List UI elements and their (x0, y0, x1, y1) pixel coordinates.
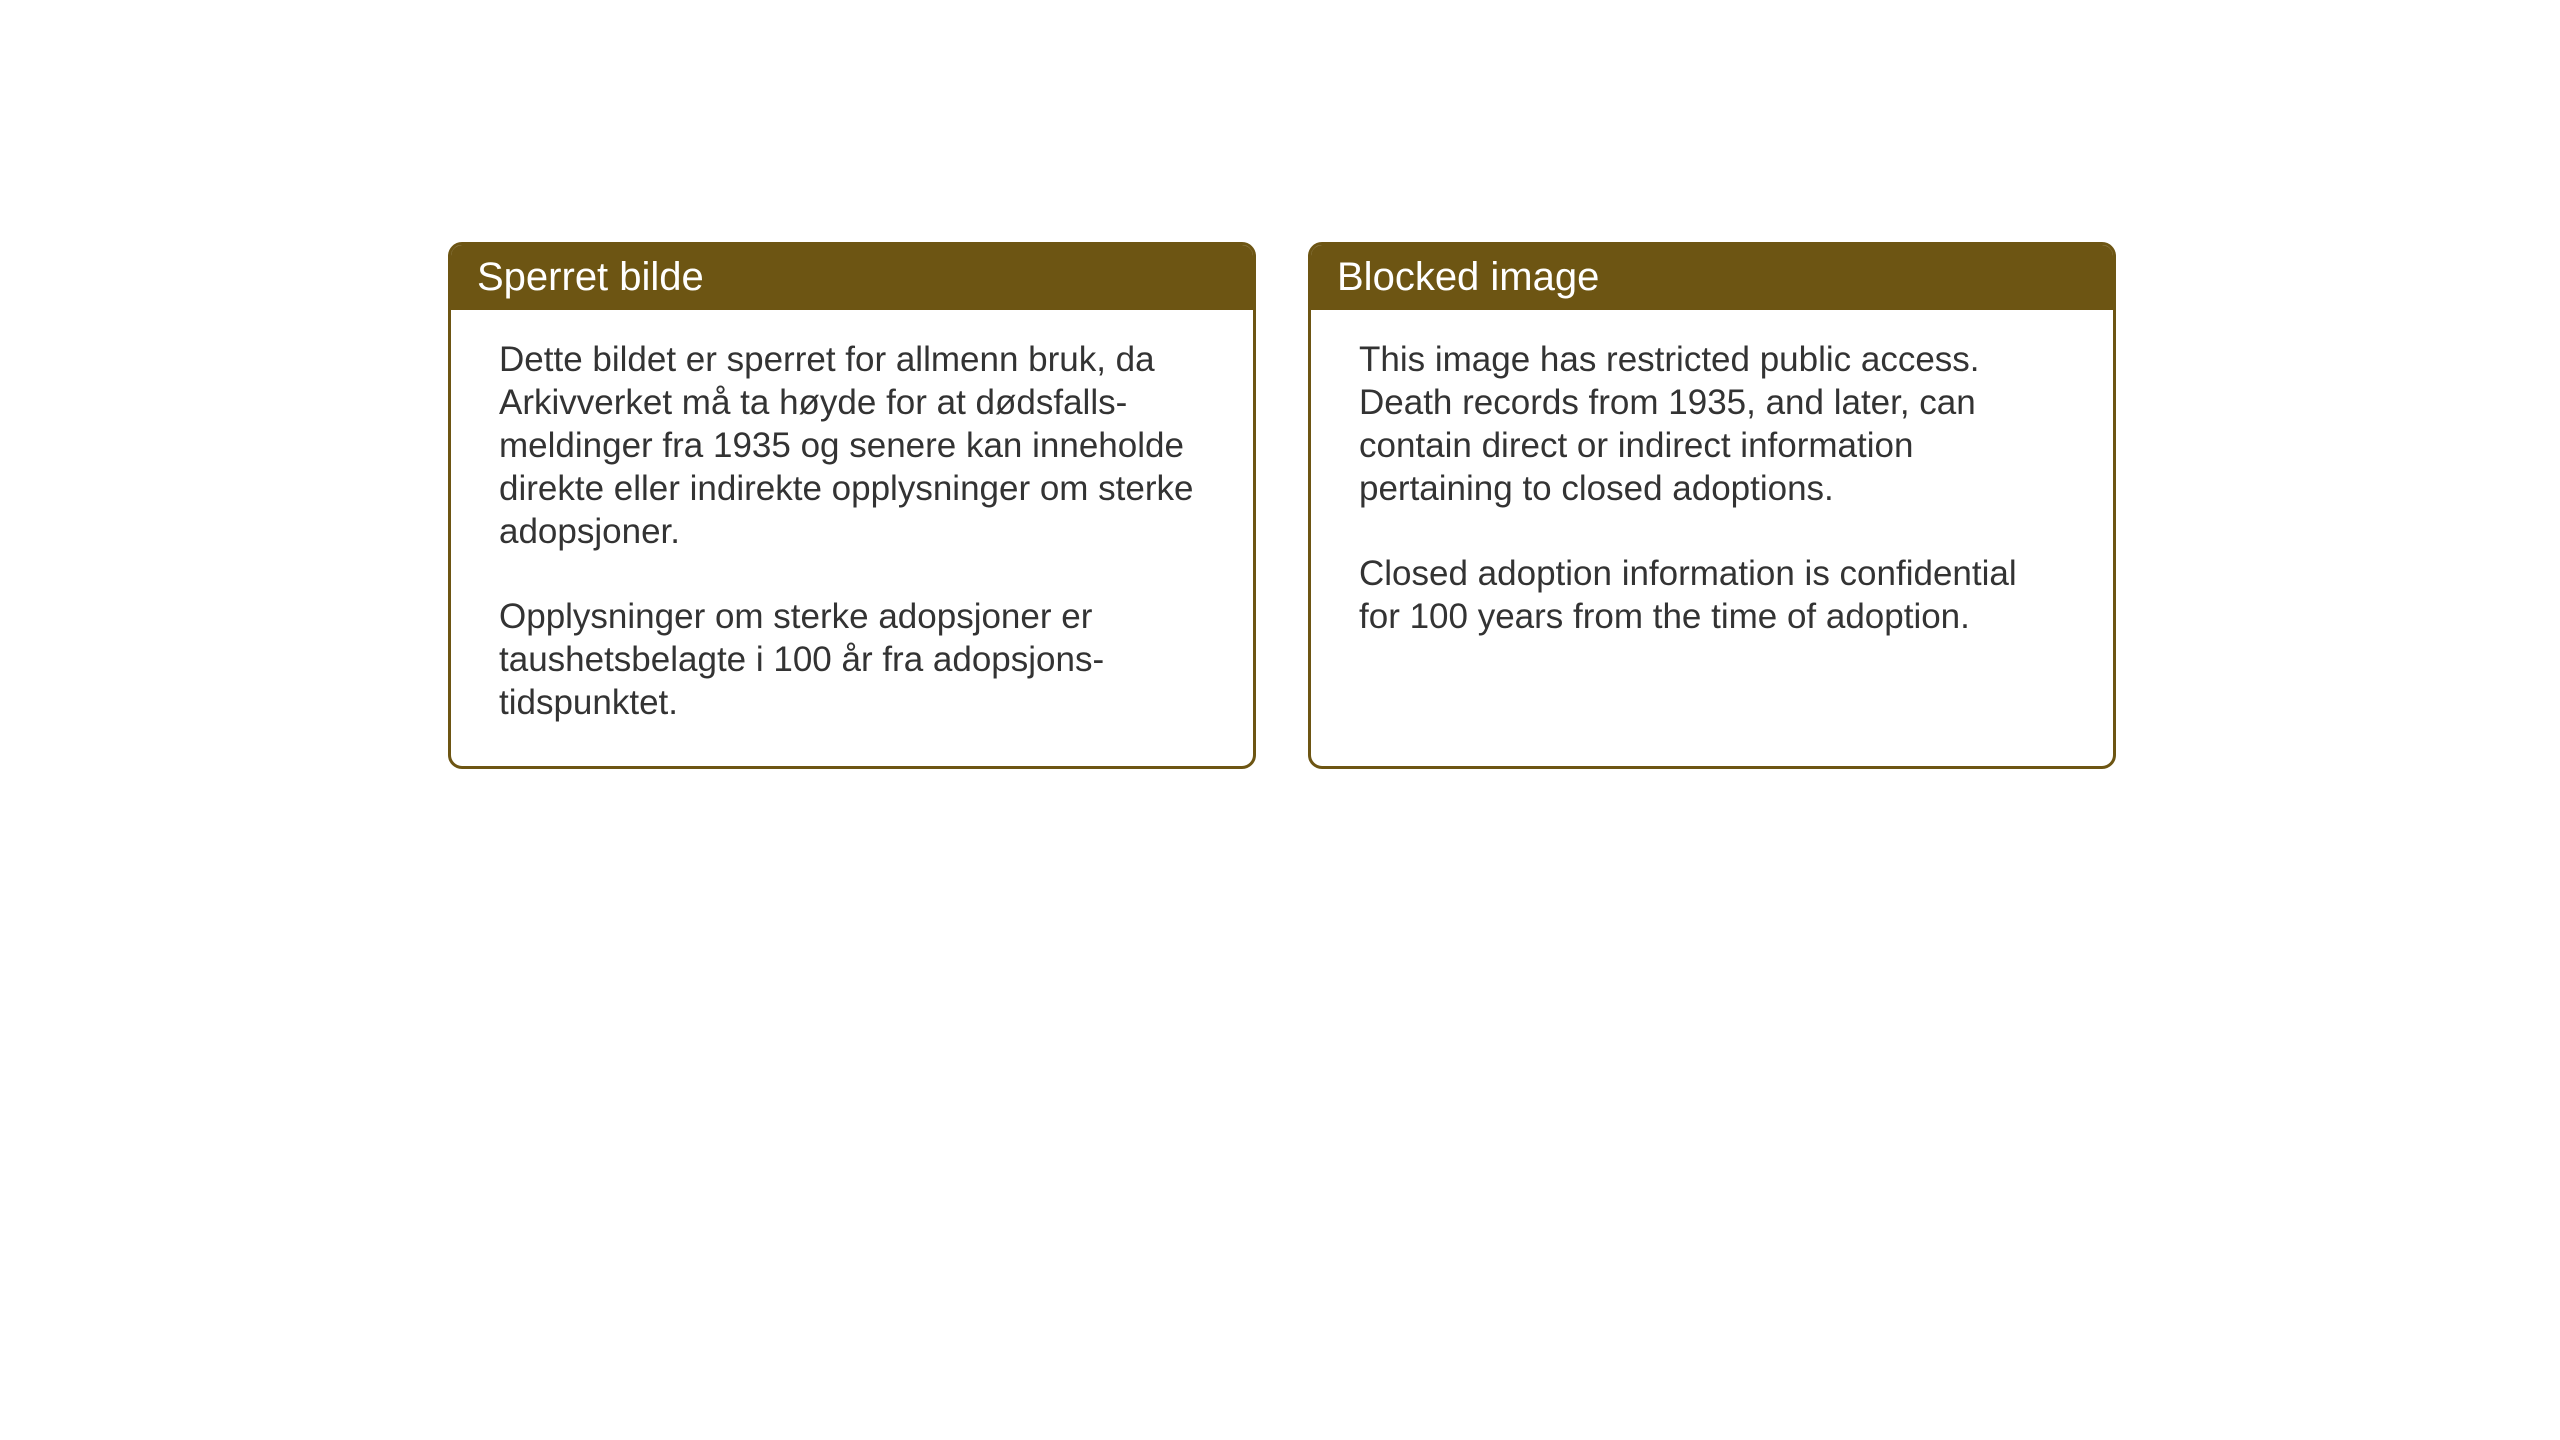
norwegian-card: Sperret bilde Dette bildet er sperret fo… (448, 242, 1256, 769)
english-paragraph-1: This image has restricted public access.… (1359, 338, 2065, 510)
english-paragraph-2: Closed adoption information is confident… (1359, 552, 2065, 638)
norwegian-paragraph-1: Dette bildet er sperret for allmenn bruk… (499, 338, 1205, 553)
english-card: Blocked image This image has restricted … (1308, 242, 2116, 769)
english-card-title: Blocked image (1311, 245, 2113, 310)
norwegian-paragraph-2: Opplysninger om sterke adopsjoner er tau… (499, 595, 1205, 724)
cards-container: Sperret bilde Dette bildet er sperret fo… (448, 242, 2116, 769)
norwegian-card-title: Sperret bilde (451, 245, 1253, 310)
english-card-body: This image has restricted public access.… (1311, 310, 2113, 680)
norwegian-card-body: Dette bildet er sperret for allmenn bruk… (451, 310, 1253, 766)
